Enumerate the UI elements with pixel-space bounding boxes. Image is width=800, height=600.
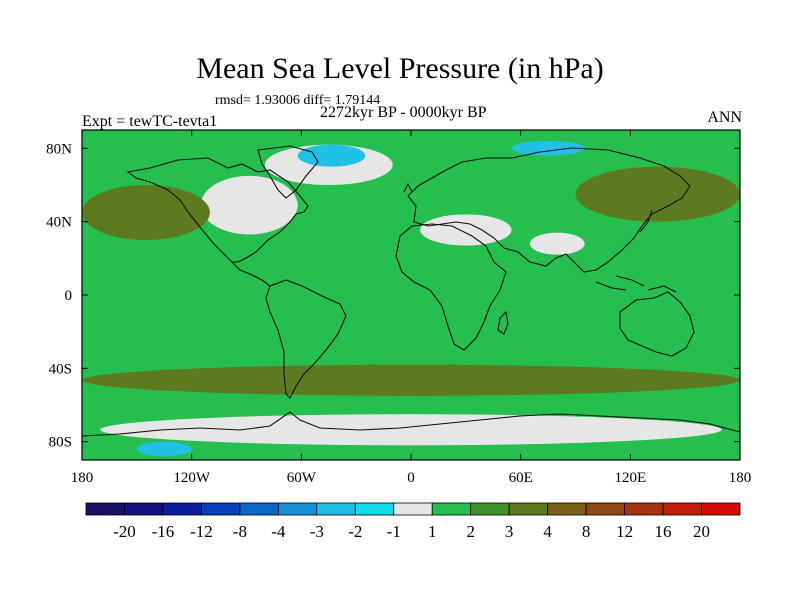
region-north-africa-middle-east — [420, 214, 512, 246]
colorbar-swatch — [585, 502, 625, 516]
colorbar-swatch — [85, 502, 125, 516]
region-eurasia-east — [575, 166, 740, 222]
colorbar-swatch — [316, 502, 356, 516]
y-tick-label: 0 — [65, 288, 73, 304]
y-tick-label: 80S — [49, 435, 72, 451]
colorbar-label: -3 — [310, 522, 324, 541]
colorbar-label: -2 — [348, 522, 362, 541]
colorbar-swatch — [662, 502, 702, 516]
colorbar: -20 -16 -12 -8 -4 -3 -2 -1 1 2 3 4 8 12 16 20 — [85, 502, 741, 541]
colorbar-label: 3 — [505, 522, 514, 541]
region-southern-ocean-belt — [82, 364, 740, 396]
coast-japan-uk — [403, 182, 653, 233]
region-greenland-interior — [297, 144, 366, 167]
y-tick-label: 80N — [46, 141, 72, 157]
coast-maritime-continent — [595, 275, 677, 293]
y-tick-label: 40N — [46, 215, 72, 231]
colorbar-label: 2 — [466, 522, 475, 541]
colorbar-label: -16 — [152, 522, 175, 541]
colorbar-swatch — [470, 502, 510, 516]
colorbar-label: 4 — [543, 522, 552, 541]
colorbar-label: 8 — [582, 522, 591, 541]
coast-antarctica — [82, 411, 740, 437]
x-tick-label: 60W — [287, 470, 317, 486]
colorbar-swatch — [431, 502, 472, 516]
y-tick-label: 40S — [49, 361, 72, 377]
x-tick-label: 180 — [729, 470, 752, 486]
colorbar-swatch — [701, 502, 741, 516]
x-tick-label: 120W — [173, 470, 211, 486]
rmsd-diff-stats: rmsd= 1.93006 diff= 1.79144 — [215, 93, 381, 108]
region-north-pacific — [82, 185, 210, 240]
coast-madagascar — [497, 310, 509, 335]
colorbar-label: 1 — [428, 522, 437, 541]
coast-central-america — [231, 261, 271, 287]
colorbar-label: 12 — [616, 522, 633, 541]
region-siberia-north — [511, 141, 585, 156]
colorbar-label: -8 — [233, 522, 247, 541]
region-north-america-east — [200, 175, 298, 235]
coast-greenland — [257, 145, 319, 199]
coastlines — [82, 145, 740, 437]
colorbar-swatch — [124, 502, 164, 516]
chart-title: Mean Sea Level Pressure (in hPa) — [196, 52, 604, 85]
season-label: ANN — [707, 109, 742, 126]
colorbar-swatch — [201, 502, 241, 516]
map-layer — [82, 130, 740, 460]
x-tick-label: 120E — [614, 470, 646, 486]
region-antarctic-coast — [100, 414, 722, 446]
colorbar-label: -4 — [271, 522, 286, 541]
coast-south-america — [265, 279, 347, 399]
colorbar-label: -20 — [113, 522, 136, 541]
coast-africa — [395, 223, 507, 351]
colorbar-label: -12 — [190, 522, 213, 541]
x-tick-label: 0 — [407, 470, 415, 486]
region-ross-sea — [136, 441, 192, 457]
colorbar-swatch — [624, 502, 664, 516]
colorbar-label: -1 — [387, 522, 401, 541]
colorbar-swatch — [239, 502, 279, 516]
time-period-subtitle: 2272kyr BP - 0000kyr BP — [320, 104, 487, 121]
region-arabia-india — [529, 232, 585, 255]
coast-europe-asia — [407, 147, 691, 273]
colorbar-swatch — [277, 502, 318, 516]
x-tick-label: 180 — [71, 470, 94, 486]
coast-north-america — [126, 157, 309, 263]
colorbar-swatch — [354, 502, 395, 516]
colorbar-swatch — [547, 502, 587, 516]
colorbar-label: 20 — [693, 522, 710, 541]
colorbar-swatch — [393, 502, 433, 516]
axes: 180 120W 60W 0 60E 120E 180 80N 40N 0 40S 80S — [46, 130, 751, 486]
experiment-label: Expt = tewTC-tevta1 — [82, 113, 218, 130]
x-tick-label: 60E — [509, 470, 533, 486]
colorbar-swatch — [508, 502, 549, 516]
colorbar-swatch — [162, 502, 202, 516]
coast-australia — [619, 291, 695, 357]
colorbar-label: 16 — [655, 522, 672, 541]
